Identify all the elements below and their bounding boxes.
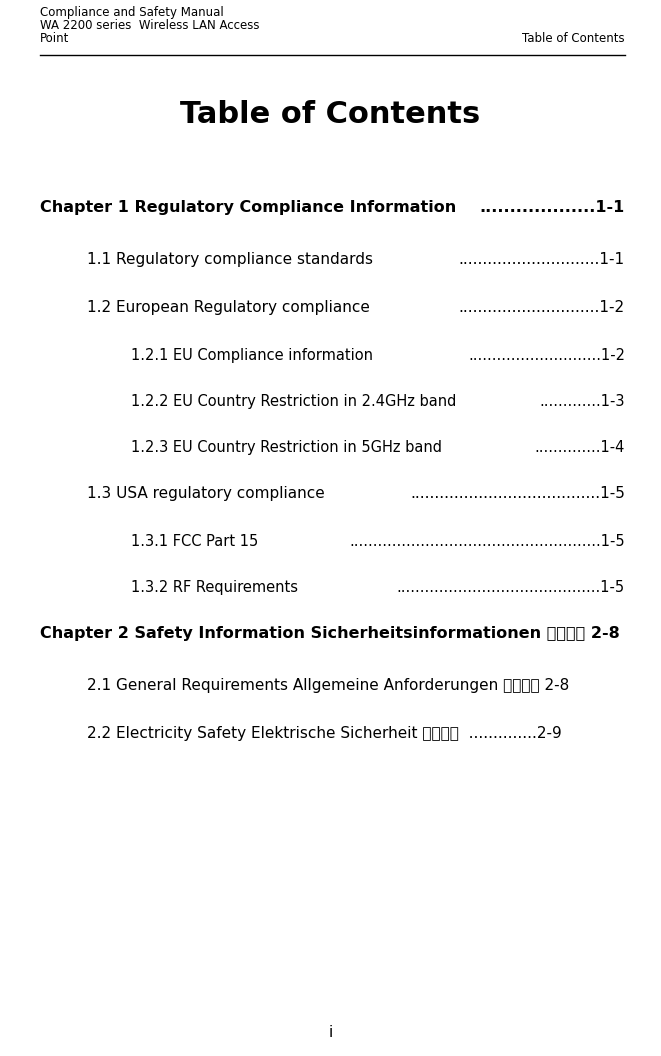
Text: ...........................................1-5: ........................................…	[397, 580, 625, 595]
Text: Chapter 1 Regulatory Compliance Information: Chapter 1 Regulatory Compliance Informat…	[40, 200, 456, 215]
Text: 1.2 European Regulatory compliance: 1.2 European Regulatory compliance	[87, 300, 369, 315]
Text: ..............1-4: ..............1-4	[535, 440, 625, 455]
Text: ............................1-2: ............................1-2	[468, 348, 625, 363]
Text: ...................1-1: ...................1-1	[480, 200, 625, 215]
Text: 1.3 USA regulatory compliance: 1.3 USA regulatory compliance	[87, 486, 329, 501]
Text: .............................1-2: .............................1-2	[459, 300, 625, 315]
Text: Point: Point	[40, 32, 69, 45]
Text: 1.2.2 EU Country Restriction in 2.4GHz band: 1.2.2 EU Country Restriction in 2.4GHz b…	[131, 394, 456, 409]
Text: .............1-3: .............1-3	[539, 394, 625, 409]
Text: .............................1-1: .............................1-1	[459, 252, 625, 267]
Text: 1.3.2 RF Requirements: 1.3.2 RF Requirements	[131, 580, 302, 595]
Text: Compliance and Safety Manual: Compliance and Safety Manual	[40, 6, 224, 19]
Text: i: i	[329, 1025, 332, 1040]
Text: .....................................................1-5: ........................................…	[350, 534, 625, 549]
Text: .......................................1-5: .......................................1…	[410, 486, 625, 501]
Text: WA 2200 series  Wireless LAN Access: WA 2200 series Wireless LAN Access	[40, 19, 260, 32]
Text: Table of Contents: Table of Contents	[522, 32, 625, 45]
Text: 1.3.1 FCC Part 15: 1.3.1 FCC Part 15	[131, 534, 258, 549]
Text: 2.2 Electricity Safety Elektrische Sicherheit 用电安全  ..............2-9: 2.2 Electricity Safety Elektrische Siche…	[87, 727, 562, 741]
Text: 1.1 Regulatory compliance standards: 1.1 Regulatory compliance standards	[87, 252, 373, 267]
Text: 2.1 General Requirements Allgemeine Anforderungen 通用要求 2-8: 2.1 General Requirements Allgemeine Anfo…	[87, 678, 569, 693]
Text: 1.2.3 EU Country Restriction in 5GHz band: 1.2.3 EU Country Restriction in 5GHz ban…	[131, 440, 442, 455]
Text: Table of Contents: Table of Contents	[180, 100, 481, 129]
Text: Chapter 2 Safety Information Sicherheitsinformationen 安全信息 2-8: Chapter 2 Safety Information Sicherheits…	[40, 626, 620, 641]
Text: 1.2.1 EU Compliance information: 1.2.1 EU Compliance information	[131, 348, 373, 363]
